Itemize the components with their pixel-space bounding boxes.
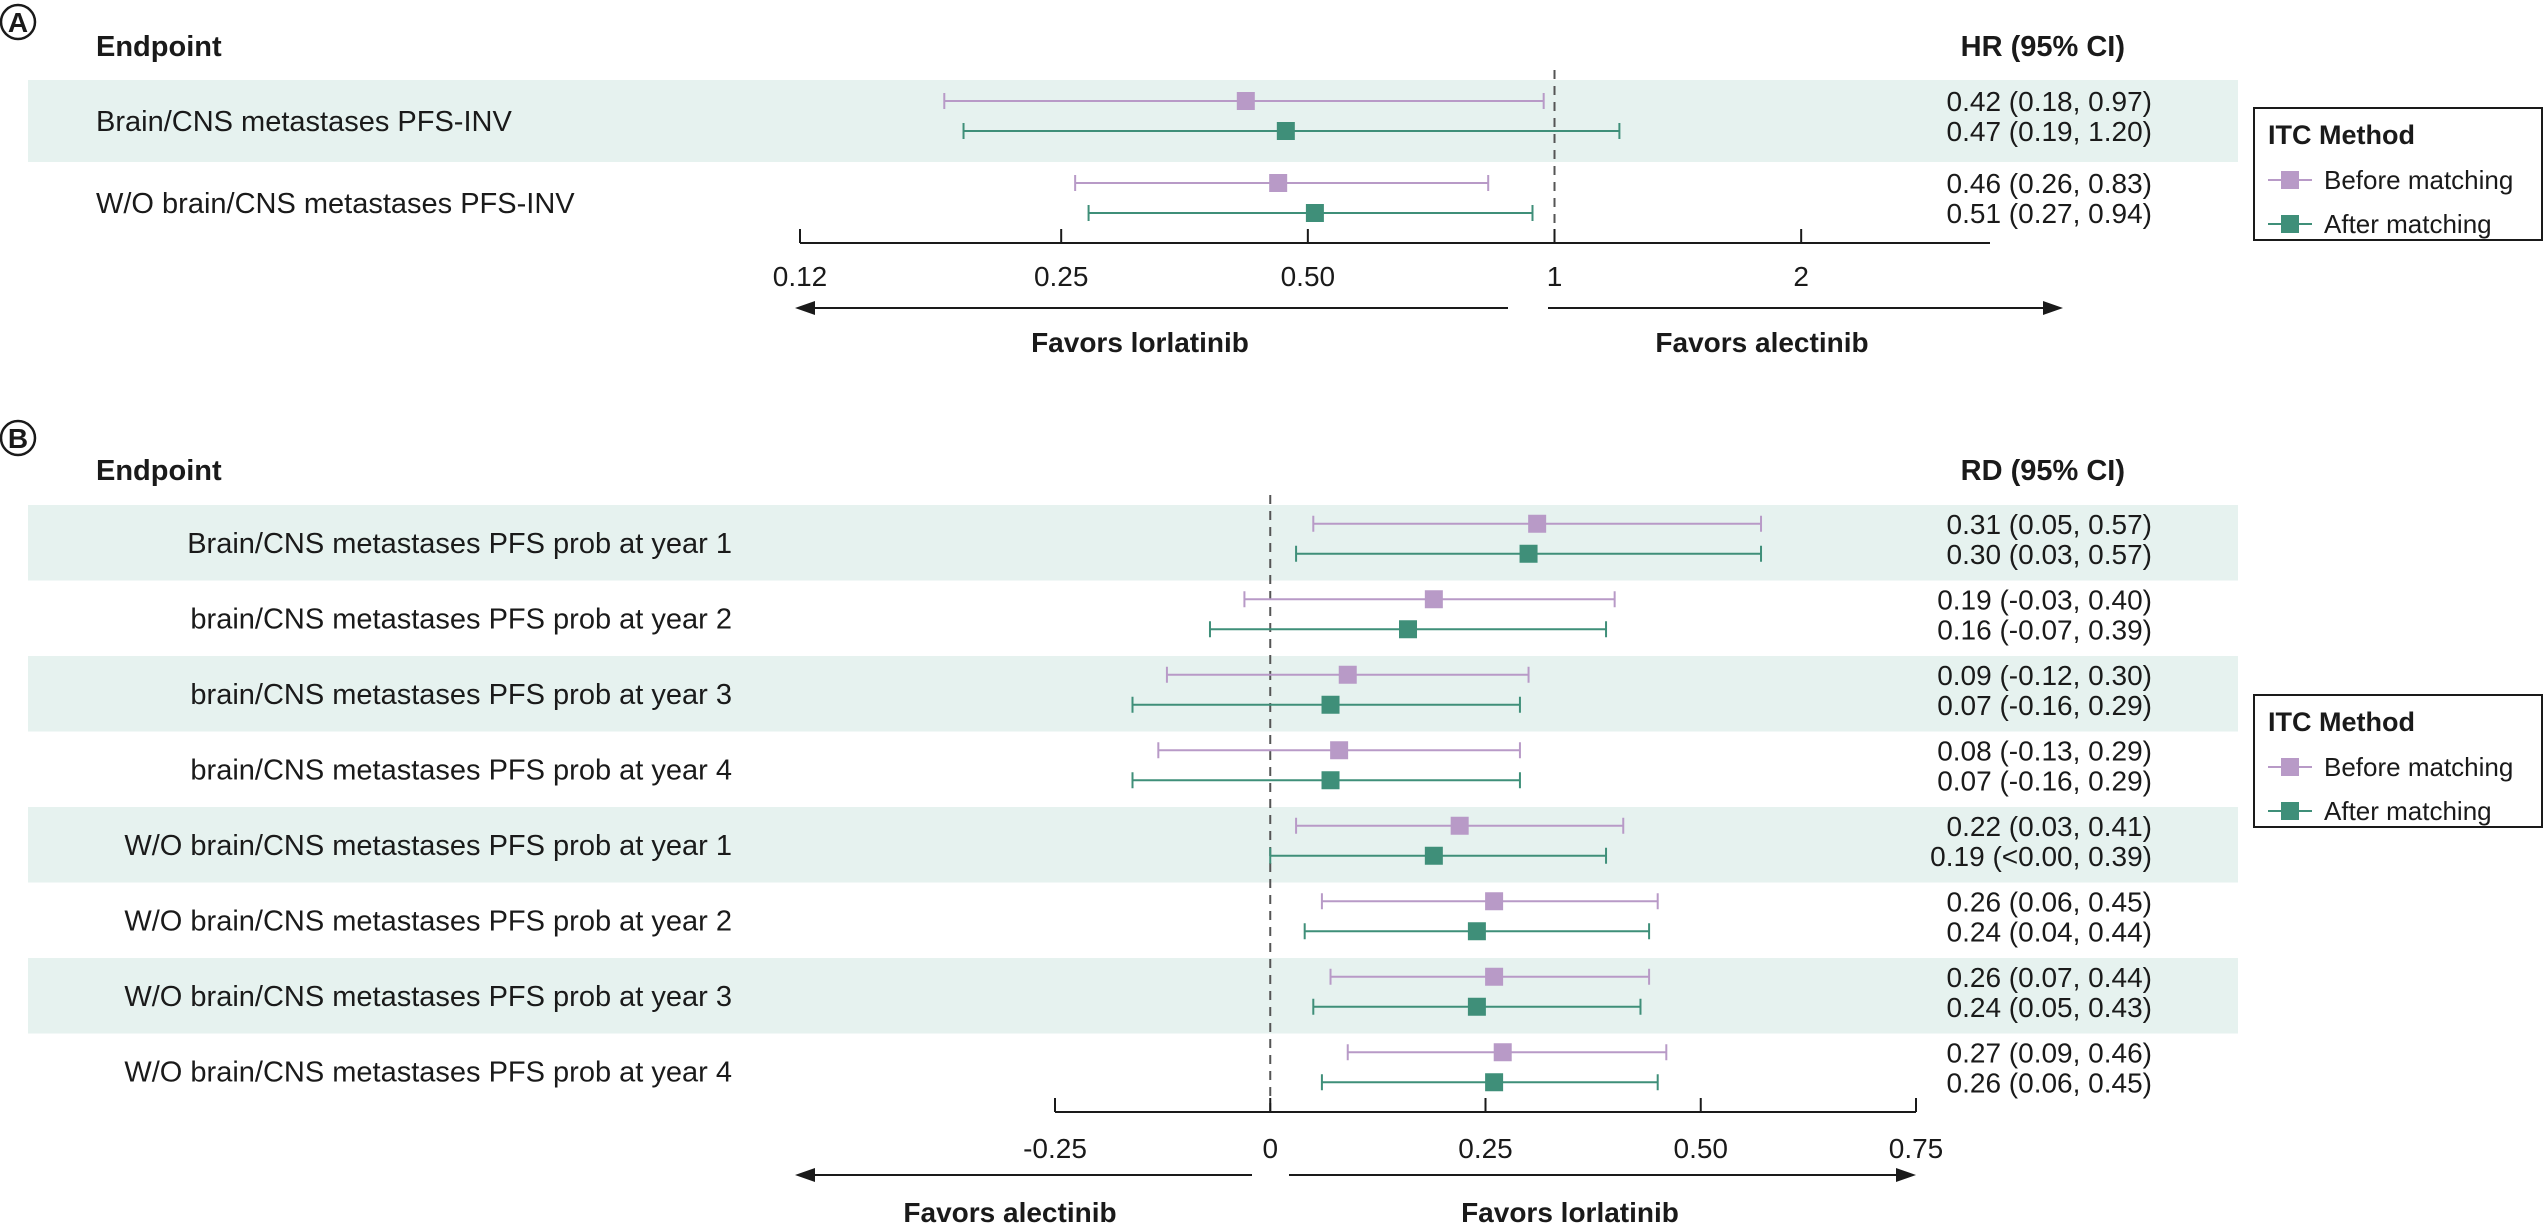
before-estimate-label: 0.42 (0.18, 0.97) — [1947, 86, 2152, 117]
before-point-estimate — [1424, 590, 1443, 609]
legend-item: After matching — [2324, 209, 2492, 239]
x-tick-label: 0.25 — [1458, 1133, 1513, 1164]
after-point-estimate — [1467, 922, 1486, 941]
before-point-estimate — [1485, 967, 1504, 986]
endpoint-header: Endpoint — [96, 31, 222, 63]
before-estimate-label: 0.46 (0.26, 0.83) — [1947, 168, 2152, 199]
after-point-estimate — [1276, 122, 1295, 140]
row-band — [28, 656, 2238, 732]
x-tick-label: 0.12 — [773, 261, 828, 292]
legend-swatch-marker — [2281, 215, 2299, 233]
row-band — [28, 958, 2238, 1034]
after-estimate-label: 0.51 (0.27, 0.94) — [1947, 198, 2152, 229]
direction-left-label: Favors alectinib — [903, 1197, 1116, 1228]
before-estimate-label: 0.26 (0.07, 0.44) — [1947, 962, 2152, 993]
legend-swatch-marker — [2281, 758, 2299, 776]
after-point-estimate — [1305, 204, 1324, 222]
endpoint-label: W/O brain/CNS metastases PFS prob at yea… — [124, 981, 732, 1013]
after-estimate-label: 0.24 (0.05, 0.43) — [1947, 992, 2152, 1023]
endpoint-label: Brain/CNS metastases PFS-INV — [96, 106, 512, 138]
x-tick-label: 2 — [1793, 261, 1809, 292]
after-point-estimate — [1321, 771, 1340, 790]
x-tick-label: 0.25 — [1034, 261, 1089, 292]
direction-right-label: Favors alectinib — [1655, 327, 1868, 358]
arrow-left-head — [795, 301, 815, 315]
x-tick-label: -0.25 — [1023, 1133, 1087, 1164]
before-estimate-label: 0.26 (0.06, 0.45) — [1947, 886, 2152, 917]
estimate-header: HR (95% CI) — [1961, 31, 2125, 63]
before-estimate-label: 0.09 (-0.12, 0.30) — [1937, 660, 2152, 691]
before-point-estimate — [1236, 92, 1255, 110]
endpoint-label: W/O brain/CNS metastases PFS-INV — [96, 188, 575, 220]
row-band — [28, 807, 2238, 883]
panel-a: A Endpoint HR (95% CI) Brain/CNS metastases… — [0, 3, 2543, 358]
legend-box — [2253, 694, 2543, 828]
after-point-estimate — [1485, 1073, 1504, 1092]
panel-label: A — [8, 7, 28, 38]
legend-swatch-marker — [2281, 171, 2299, 189]
direction-right-label: Favors lorlatinib — [1461, 1197, 1679, 1228]
after-point-estimate — [1467, 997, 1486, 1016]
panel-label-circle — [0, 3, 37, 41]
legend-title: ITC Method — [2268, 707, 2415, 737]
panel-label: B — [8, 423, 28, 454]
after-estimate-label: 0.26 (0.06, 0.45) — [1947, 1067, 2152, 1098]
after-point-estimate — [1399, 620, 1418, 639]
x-tick-label: 1 — [1547, 261, 1563, 292]
before-estimate-label: 0.08 (-0.13, 0.29) — [1937, 735, 2152, 766]
endpoint-label: W/O brain/CNS metastases PFS prob at yea… — [124, 905, 732, 937]
row-band — [28, 80, 2238, 162]
legend-item: After matching — [2324, 796, 2492, 826]
before-point-estimate — [1269, 174, 1288, 192]
after-estimate-label: 0.16 (-0.07, 0.39) — [1937, 614, 2152, 645]
x-tick-label: 0.50 — [1281, 261, 1336, 292]
legend-item: Before matching — [2324, 752, 2513, 782]
before-estimate-label: 0.27 (0.09, 0.46) — [1947, 1037, 2152, 1068]
before-point-estimate — [1338, 665, 1357, 684]
after-point-estimate — [1424, 846, 1443, 865]
direction-left-label: Favors lorlatinib — [1031, 327, 1249, 358]
legend-swatch-marker — [2281, 802, 2299, 820]
legend-box — [2253, 107, 2543, 241]
before-point-estimate — [1450, 816, 1469, 835]
after-estimate-label: 0.47 (0.19, 1.20) — [1947, 116, 2152, 147]
before-estimate-label: 0.19 (-0.03, 0.40) — [1937, 584, 2152, 615]
after-estimate-label: 0.07 (-0.16, 0.29) — [1937, 765, 2152, 796]
endpoint-label: Brain/CNS metastases PFS prob at year 1 — [187, 528, 732, 560]
after-estimate-label: 0.07 (-0.16, 0.29) — [1937, 690, 2152, 721]
arrow-right-head — [1896, 1168, 1916, 1182]
estimate-header: RD (95% CI) — [1961, 455, 2125, 487]
panel-label-circle — [0, 419, 37, 457]
arrow-right-head — [2043, 301, 2063, 315]
before-point-estimate — [1528, 514, 1547, 533]
after-estimate-label: 0.30 (0.03, 0.57) — [1947, 539, 2152, 570]
arrow-left-head — [795, 1168, 815, 1182]
after-estimate-label: 0.19 (<0.00, 0.39) — [1930, 841, 2152, 872]
after-point-estimate — [1321, 695, 1340, 714]
legend-item: Before matching — [2324, 165, 2513, 195]
before-point-estimate — [1493, 1043, 1512, 1062]
before-estimate-label: 0.22 (0.03, 0.41) — [1947, 811, 2152, 842]
after-estimate-label: 0.24 (0.04, 0.44) — [1947, 916, 2152, 947]
panel-b: B Endpoint RD (95% CI) Brain/CNS metastases… — [0, 419, 2543, 1228]
endpoint-label: brain/CNS metastases PFS prob at year 3 — [190, 679, 732, 711]
before-point-estimate — [1485, 892, 1504, 911]
endpoint-label: W/O brain/CNS metastases PFS prob at yea… — [124, 1056, 732, 1088]
x-tick-label: 0 — [1262, 1133, 1278, 1164]
endpoint-label: brain/CNS metastases PFS prob at year 4 — [190, 754, 732, 786]
before-point-estimate — [1330, 741, 1349, 760]
x-tick-label: 0.75 — [1889, 1133, 1944, 1164]
row-band — [28, 505, 2238, 581]
endpoint-label: brain/CNS metastases PFS prob at year 2 — [190, 603, 732, 635]
x-tick-label: 0.50 — [1674, 1133, 1729, 1164]
before-estimate-label: 0.31 (0.05, 0.57) — [1947, 509, 2152, 540]
endpoint-header: Endpoint — [96, 455, 222, 487]
legend-title: ITC Method — [2268, 120, 2415, 150]
after-point-estimate — [1519, 544, 1538, 563]
endpoint-label: W/O brain/CNS metastases PFS prob at yea… — [124, 830, 732, 862]
